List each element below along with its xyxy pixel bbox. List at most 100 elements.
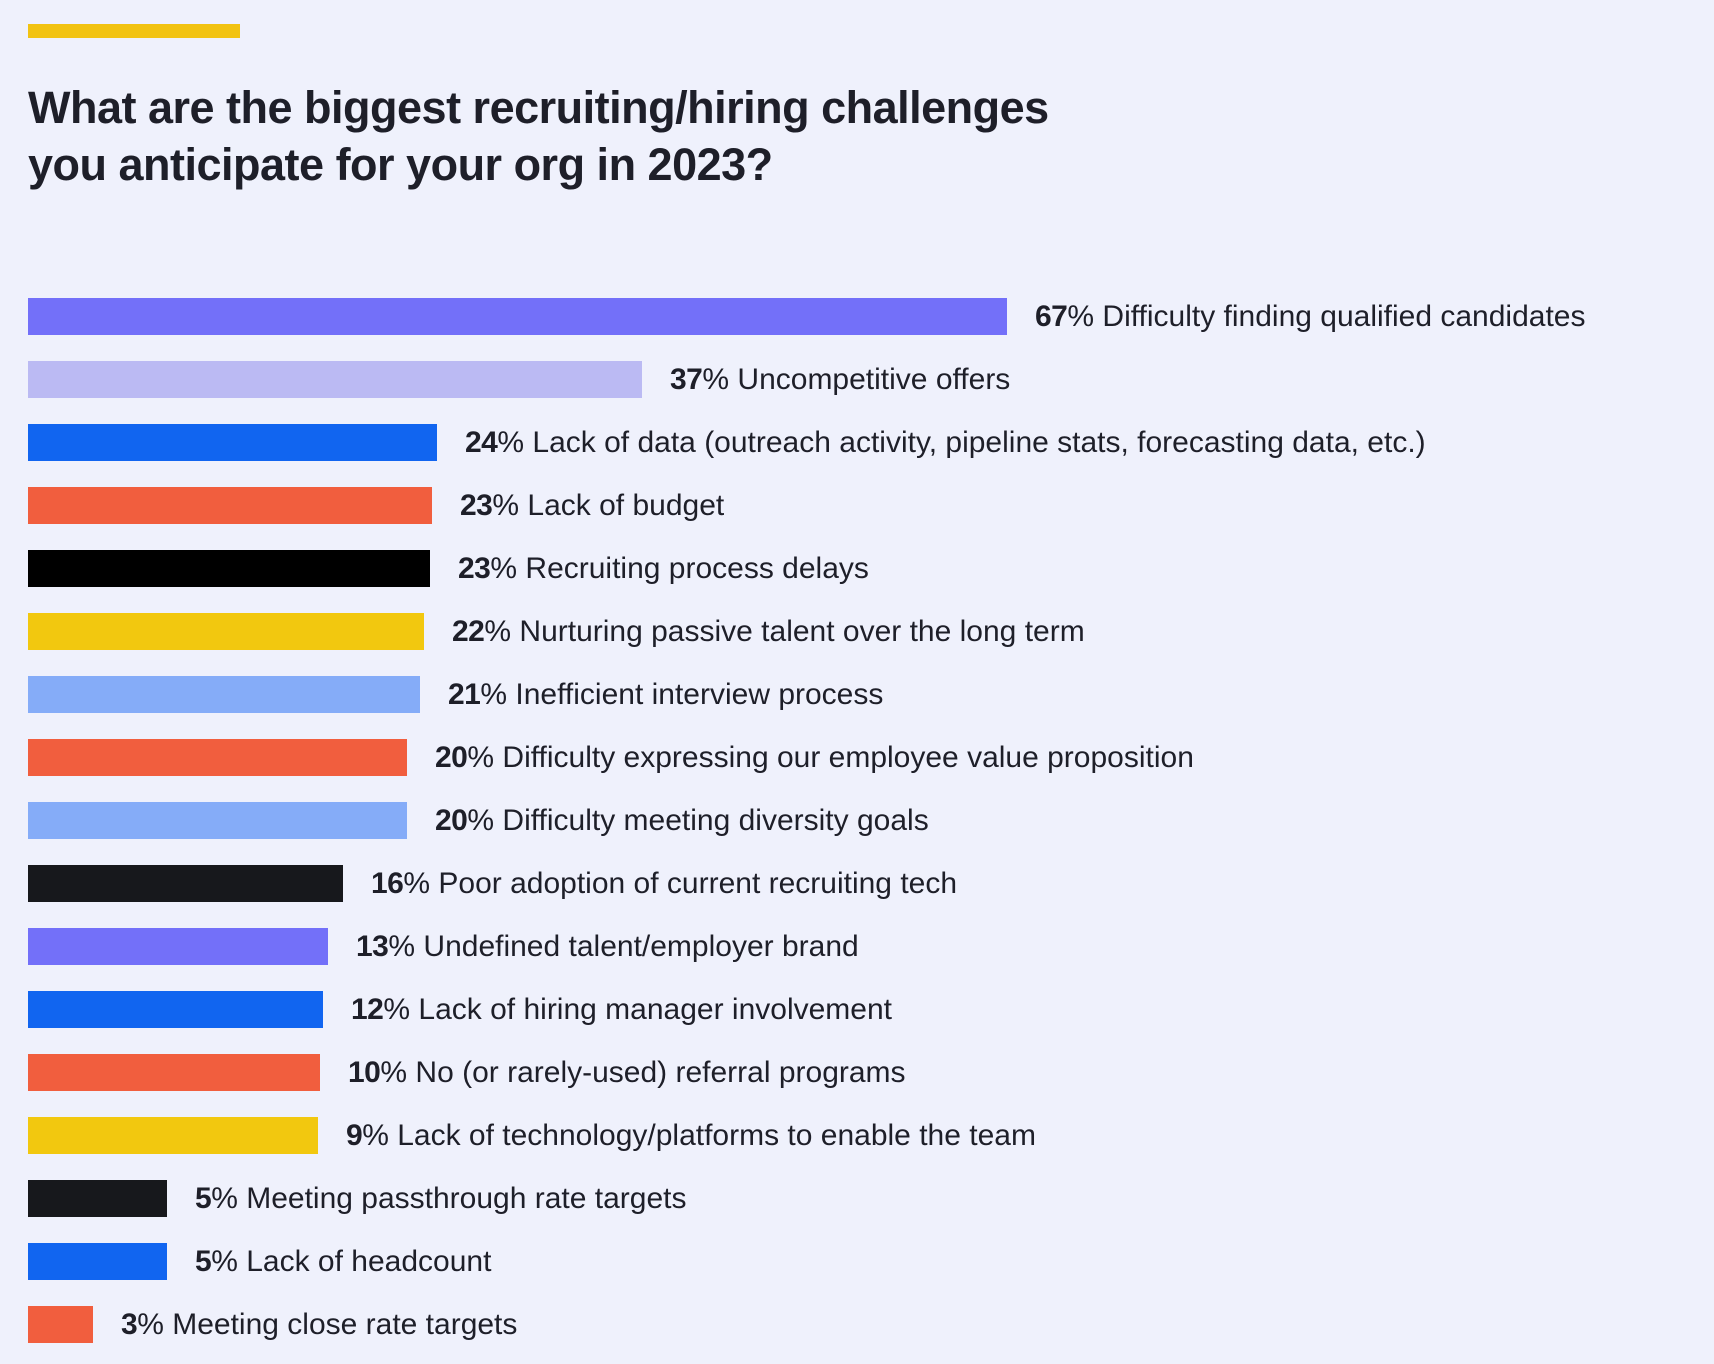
bar — [28, 802, 407, 839]
chart-row: 5% Meeting passthrough rate targets — [28, 1167, 1714, 1230]
chart-row: 20% Difficulty expressing our employee v… — [28, 726, 1714, 789]
bar-value: 22 — [452, 614, 485, 648]
bar-label: Lack of technology/platforms to enable t… — [397, 1118, 1036, 1152]
bar — [28, 613, 424, 650]
bar — [28, 928, 328, 965]
bar-label: Recruiting process delays — [525, 551, 869, 585]
percent-sign: % — [497, 425, 525, 459]
bar-label-group: 67% Difficulty finding qualified candida… — [1035, 299, 1586, 333]
bar-label-group: 20% Difficulty meeting diversity goals — [435, 803, 929, 837]
chart-row: 37% Uncompetitive offers — [28, 348, 1714, 411]
bar-label: Uncompetitive offers — [737, 362, 1011, 396]
bar-label: Poor adoption of current recruiting tech — [438, 866, 958, 900]
chart-title-line1: What are the biggest recruiting/hiring c… — [28, 82, 1049, 133]
chart-row: 24% Lack of data (outreach activity, pip… — [28, 411, 1714, 474]
bar-value: 24 — [465, 425, 498, 459]
bar — [28, 1180, 167, 1217]
chart-row: 12% Lack of hiring manager involvement — [28, 978, 1714, 1041]
bar — [28, 1117, 318, 1154]
bar — [28, 361, 642, 398]
bar-value: 23 — [460, 488, 493, 522]
percent-sign: % — [484, 614, 512, 648]
bar-value: 37 — [670, 362, 703, 396]
chart-row: 22% Nurturing passive talent over the lo… — [28, 600, 1714, 663]
bar — [28, 1243, 167, 1280]
bar-value: 67 — [1035, 299, 1068, 333]
bar-value: 20 — [435, 740, 468, 774]
bar-chart: 67% Difficulty finding qualified candida… — [28, 285, 1714, 1356]
bar-label-group: 21% Inefficient interview process — [448, 677, 883, 711]
bar-value: 23 — [458, 551, 491, 585]
percent-sign: % — [480, 677, 508, 711]
chart-title-line2: you anticipate for your org in 2023? — [28, 138, 773, 190]
bar-label-group: 16% Poor adoption of current recruiting … — [371, 866, 958, 900]
bar — [28, 550, 430, 587]
percent-sign: % — [388, 929, 416, 963]
percent-sign: % — [1067, 299, 1095, 333]
chart-title: What are the biggest recruiting/hiring c… — [28, 80, 1049, 193]
bar-label-group: 37% Uncompetitive offers — [670, 362, 1011, 396]
bar-label: Undefined talent/employer brand — [423, 929, 859, 963]
chart-row: 9% Lack of technology/platforms to enabl… — [28, 1104, 1714, 1167]
percent-sign: % — [467, 740, 495, 774]
percent-sign: % — [383, 992, 411, 1026]
bar-label-group: 23% Lack of budget — [460, 488, 725, 522]
bar-value: 5 — [195, 1244, 212, 1278]
chart-row: 3% Meeting close rate targets — [28, 1293, 1714, 1356]
bar — [28, 739, 407, 776]
bar-label: Difficulty finding qualified candidates — [1102, 299, 1586, 333]
percent-sign: % — [492, 488, 520, 522]
bar-label-group: 5% Lack of headcount — [195, 1244, 492, 1278]
bar-label-group: 24% Lack of data (outreach activity, pip… — [465, 425, 1426, 459]
bar-label-group: 5% Meeting passthrough rate targets — [195, 1181, 687, 1215]
bar-label-group: 22% Nurturing passive talent over the lo… — [452, 614, 1085, 648]
bar-label: Meeting close rate targets — [172, 1307, 518, 1341]
chart-row: 13% Undefined talent/employer brand — [28, 915, 1714, 978]
percent-sign: % — [702, 362, 730, 396]
bar-value: 16 — [371, 866, 404, 900]
percent-sign: % — [467, 803, 495, 837]
bar — [28, 424, 437, 461]
chart-row: 10% No (or rarely-used) referral program… — [28, 1041, 1714, 1104]
chart-row: 5% Lack of headcount — [28, 1230, 1714, 1293]
bar-label-group: 3% Meeting close rate targets — [121, 1307, 518, 1341]
bar-label-group: 13% Undefined talent/employer brand — [356, 929, 859, 963]
bar-label: Lack of headcount — [246, 1244, 492, 1278]
bar-label: No (or rarely-used) referral programs — [415, 1055, 906, 1089]
bar-value: 3 — [121, 1307, 138, 1341]
bar-label: Nurturing passive talent over the long t… — [519, 614, 1085, 648]
bar — [28, 1054, 320, 1091]
bar-value: 9 — [346, 1118, 363, 1152]
bar — [28, 487, 432, 524]
bar-value: 13 — [356, 929, 389, 963]
bar-value: 12 — [351, 992, 384, 1026]
chart-row: 23% Recruiting process delays — [28, 537, 1714, 600]
accent-dash — [28, 24, 240, 38]
percent-sign: % — [137, 1307, 164, 1341]
bar-label: Meeting passthrough rate targets — [246, 1181, 687, 1215]
percent-sign: % — [211, 1181, 238, 1215]
chart-row: 16% Poor adoption of current recruiting … — [28, 852, 1714, 915]
bar-label: Lack of budget — [527, 488, 725, 522]
percent-sign: % — [211, 1244, 238, 1278]
bar-label-group: 9% Lack of technology/platforms to enabl… — [346, 1118, 1036, 1152]
bar-label: Lack of data (outreach activity, pipelin… — [532, 425, 1426, 459]
chart-row: 23% Lack of budget — [28, 474, 1714, 537]
bar-value: 5 — [195, 1181, 212, 1215]
percent-sign: % — [490, 551, 518, 585]
bar-label-group: 20% Difficulty expressing our employee v… — [435, 740, 1194, 774]
percent-sign: % — [403, 866, 431, 900]
bar-label-group: 23% Recruiting process delays — [458, 551, 869, 585]
bar-value: 20 — [435, 803, 468, 837]
percent-sign: % — [380, 1055, 408, 1089]
chart-row: 67% Difficulty finding qualified candida… — [28, 285, 1714, 348]
bar — [28, 865, 343, 902]
bar-value: 21 — [448, 677, 481, 711]
bar — [28, 1306, 93, 1343]
bar — [28, 676, 420, 713]
bar — [28, 298, 1007, 335]
bar-label: Difficulty meeting diversity goals — [502, 803, 929, 837]
bar-label: Difficulty expressing our employee value… — [502, 740, 1194, 774]
bar-label-group: 10% No (or rarely-used) referral program… — [348, 1055, 906, 1089]
